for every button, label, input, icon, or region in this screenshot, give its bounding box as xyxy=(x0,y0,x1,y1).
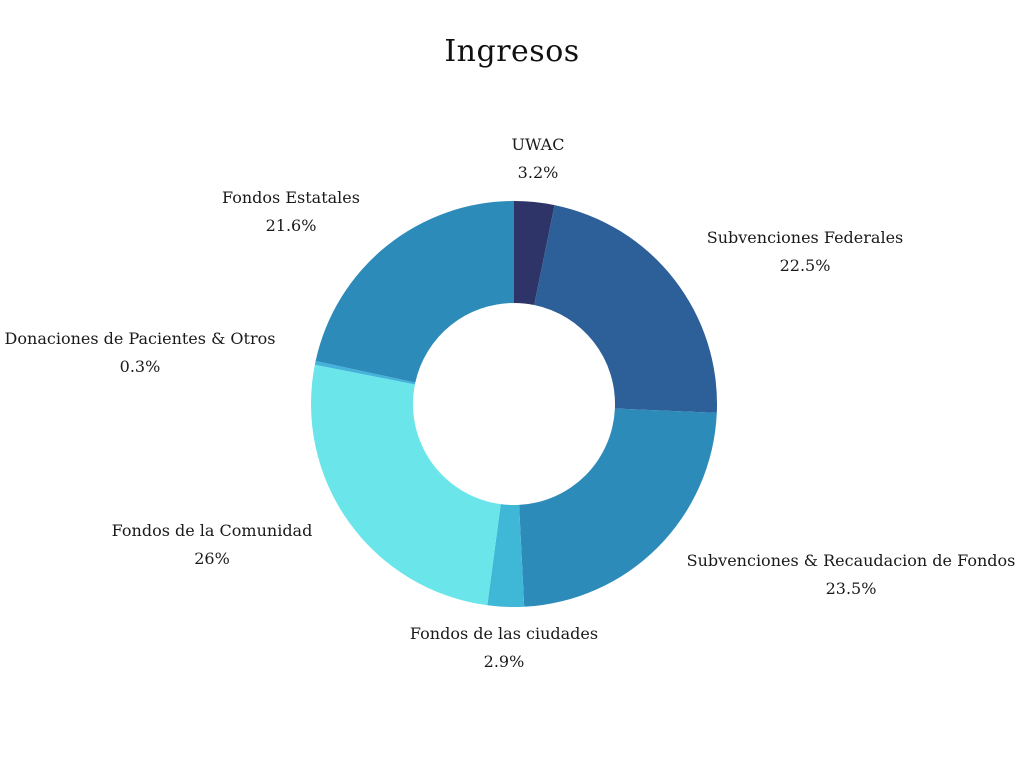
slice-label-subvenciones-recaudacion: Subvenciones & Recaudacion de Fondos 23.… xyxy=(687,547,1016,603)
slice-label-name: Fondos Estatales xyxy=(222,188,360,207)
slice-label-percent: 0.3% xyxy=(119,357,161,376)
donut-slice-fondos-estatales xyxy=(315,201,514,383)
slice-label-percent: 21.6% xyxy=(265,216,317,235)
donut-slice-fondos-de-la-comunidad xyxy=(310,364,501,606)
slice-label-percent: 26% xyxy=(194,549,230,568)
slice-label-fondos-ciudades: Fondos de las ciudades 2.9% xyxy=(410,620,598,676)
slice-label-name: Fondos de la Comunidad xyxy=(111,521,313,540)
slice-label-name: UWAC xyxy=(511,135,565,154)
donut-slice-fondos-de-las-ciudades xyxy=(487,504,525,607)
slice-label-percent: 3.2% xyxy=(517,163,559,182)
donut-slice-donaciones-de-pacientes-otros xyxy=(314,360,416,385)
slice-label-fondos-estatales: Fondos Estatales 21.6% xyxy=(222,184,360,240)
slice-label-percent: 23.5% xyxy=(825,579,877,598)
chart-title: Ingresos xyxy=(444,34,580,69)
slice-label-donaciones: Donaciones de Pacientes & Otros 0.3% xyxy=(5,325,276,381)
donut-slice-subvenciones-recaudacion-de-fondos xyxy=(519,408,717,607)
slice-label-percent: 2.9% xyxy=(483,652,525,671)
slice-label-uwac: UWAC 3.2% xyxy=(512,131,565,187)
slice-label-subvenciones-federales: Subvenciones Federales 22.5% xyxy=(707,224,904,280)
slice-label-name: Subvenciones Federales xyxy=(706,228,904,247)
slice-label-name: Donaciones de Pacientes & Otros xyxy=(4,329,276,348)
slice-label-fondos-comunidad: Fondos de la Comunidad 26% xyxy=(112,517,313,573)
slice-label-name: Subvenciones & Recaudacion de Fondos xyxy=(686,551,1016,570)
donut-slice-subvenciones-federales xyxy=(534,205,717,413)
slice-label-percent: 22.5% xyxy=(779,256,831,275)
donut-slice-uwac xyxy=(514,201,555,306)
slice-label-name: Fondos de las ciudades xyxy=(409,624,599,643)
